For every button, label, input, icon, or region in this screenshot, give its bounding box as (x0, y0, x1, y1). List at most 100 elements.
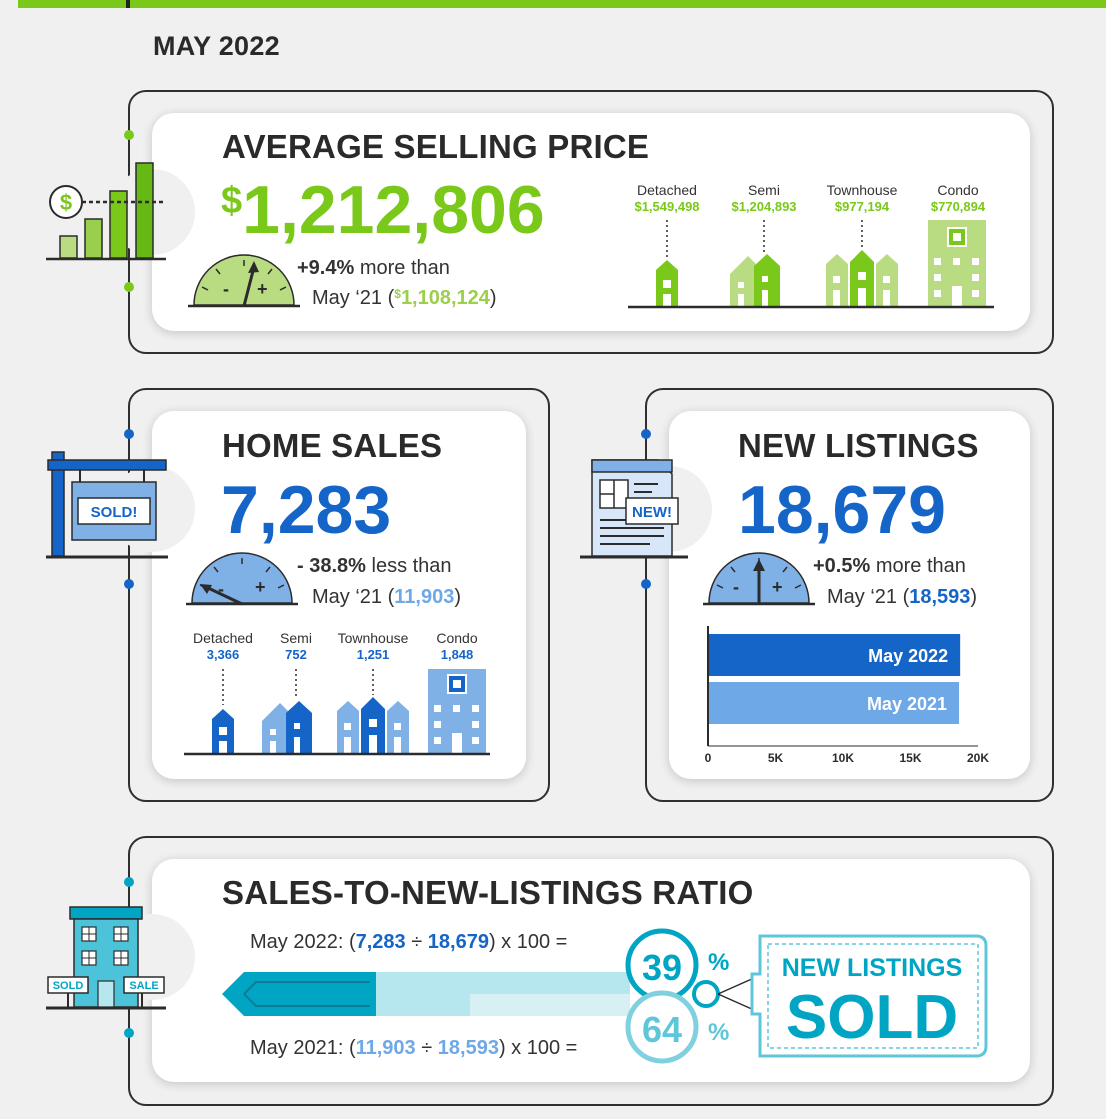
listings-value: 18,679 (738, 472, 946, 548)
sales-gauge-icon: - + (186, 552, 298, 606)
price-type-semi: Semi $1,204,893 (731, 182, 796, 214)
price-chart-icon: $ (46, 162, 166, 261)
ratio-2021-suffix: ) x 100 = (498, 1037, 578, 1059)
listings-compare: May ‘21 (18,593) (827, 586, 977, 609)
sales-type-value: 1,251 (356, 647, 390, 662)
sales-value: 7,283 (221, 472, 392, 548)
x-tick-label: 20K (967, 751, 989, 764)
price-compare: May ‘21 ($1,108,124) (312, 287, 497, 310)
ratio-2022-divide: ÷ (405, 931, 428, 953)
listings-change: +0.5% more than (813, 555, 966, 578)
new-badge-text: NEW! (632, 504, 672, 521)
listings-bar-chart: May 2022 May 2021 0 5K 10K 15K 20K (705, 626, 989, 764)
price-heading: AVERAGE SELLING PRICE (222, 128, 650, 165)
tag-top-text: NEW LISTINGS (782, 954, 963, 982)
price-change-text: more than (359, 257, 450, 279)
sales-type-semi: Semi 752 (280, 630, 312, 662)
listings-heading: NEW LISTINGS (738, 427, 979, 464)
sales-change: - 38.8% less than (297, 555, 452, 578)
ratio-line-2021: May 2021: (11,903 ÷ 18,593) x 100 = (250, 1037, 577, 1060)
ratio-2021-sales: 11,903 (355, 1037, 416, 1059)
ratio-2022-sales: 7,283 (355, 931, 406, 953)
gauge-plus: + (255, 577, 266, 597)
x-tick-label: 5K (768, 751, 784, 764)
top-accent-bar (18, 0, 1106, 8)
sales-frame-dot-bottom (124, 579, 134, 589)
price-type-detached: Detached $1,549,498 (634, 182, 699, 214)
ratio-line-2022: May 2022: (7,283 ÷ 18,679) x 100 = (250, 931, 567, 954)
price-frame-dot-top (124, 130, 134, 140)
tag-bottom-text: SOLD (786, 983, 958, 1052)
sales-type-label: Semi (280, 630, 312, 646)
ratio-heading: SALES-TO-NEW-LISTINGS RATIO (222, 874, 754, 911)
price-gauge-icon: - + (188, 254, 300, 308)
price-change: +9.4% more than (297, 257, 450, 280)
ratio-2021-pct: % (708, 1019, 729, 1046)
price-frame-dot-bottom (124, 282, 134, 292)
ratio-key-graphic: 39 64 % % NEW LISTINGS SOLD (222, 928, 988, 1064)
price-type-condo: Condo $770,894 (931, 182, 985, 214)
sales-compare-suffix: ) (454, 586, 461, 608)
price-type-label: Semi (748, 182, 780, 198)
listings-change-text: more than (875, 555, 966, 577)
sales-compare-prefix: May ‘21 ( (312, 586, 395, 608)
sold-sign-icon: SOLD! (46, 451, 168, 559)
gauge-minus: - (218, 579, 224, 599)
top-accent-tick (126, 0, 130, 8)
ratio-2022-listings: 18,679 (427, 931, 489, 953)
ratio-2022-pct: % (708, 949, 729, 976)
price-type-townhouse: Townhouse $977,194 (827, 182, 898, 214)
price-value: $1,212,806 (221, 176, 545, 244)
x-tick-label: 0 (705, 751, 712, 764)
price-compare-suffix: ) (489, 287, 497, 309)
gauge-plus: + (257, 279, 268, 299)
sales-heading: HOME SALES (222, 427, 443, 464)
condo-building-icon: SOLD SALE (46, 906, 166, 1010)
ratio-2021-prefix: May 2021: ( (250, 1037, 356, 1059)
ratio-2021-divide: ÷ (415, 1037, 438, 1059)
x-tick-label: 15K (899, 751, 921, 764)
sold-sign-text: SOLD! (91, 504, 138, 521)
listings-frame (645, 388, 1054, 802)
ratio-2022-prefix: May 2022: ( (250, 931, 356, 953)
listings-change-pct: +0.5% (813, 555, 871, 577)
listings-compare-prefix: May ‘21 ( (827, 586, 910, 608)
price-type-value: $770,894 (930, 199, 986, 214)
sales-type-value: 752 (285, 647, 307, 662)
sales-frame-dot-top (124, 429, 134, 439)
sales-type-label: Condo (436, 630, 478, 646)
listings-gauge-icon: - + (703, 552, 815, 606)
price-compare-value: 1,108,124 (400, 287, 490, 309)
new-listing-document-icon: NEW! (580, 459, 688, 559)
price-type-label: Townhouse (826, 182, 898, 198)
x-tick-label: 10K (832, 751, 854, 764)
bar-may-2022 (708, 634, 961, 676)
listings-compare-suffix: ) (970, 586, 978, 608)
price-type-value: $1,549,498 (634, 199, 700, 214)
ratio-frame-dot-bottom (124, 1028, 134, 1038)
sales-house-icons (184, 669, 490, 756)
sales-type-townhouse: Townhouse 1,251 (338, 630, 409, 662)
key-blade-mid (376, 972, 470, 1016)
price-number: 1,212,806 (242, 172, 545, 248)
ratio-2021-value: 64 (642, 1009, 682, 1050)
sales-type-detached: Detached 3,366 (193, 630, 253, 662)
dollar-icon: $ (60, 190, 72, 215)
sales-type-label: Townhouse (337, 630, 409, 646)
sales-type-value: 3,366 (206, 647, 240, 662)
sold-sign-label: SOLD (53, 980, 84, 992)
page-title: MAY 2022 (153, 31, 280, 61)
bar-may-2021 (708, 682, 960, 724)
price-compare-currency: $ (394, 287, 401, 301)
sales-change-text: less than (371, 555, 452, 577)
sale-sign-label: SALE (129, 980, 158, 992)
sales-frame (128, 388, 550, 802)
gauge-plus: + (772, 577, 783, 597)
sales-compare: May ‘21 (11,903) (312, 586, 461, 609)
listings-compare-value: 18,593 (909, 586, 971, 608)
ratio-2022-value: 39 (642, 947, 682, 988)
gauge-minus: - (733, 577, 739, 597)
price-type-value: $977,194 (834, 199, 890, 214)
listings-frame-dot-bottom (641, 579, 651, 589)
price-type-value: $1,204,893 (731, 199, 797, 214)
